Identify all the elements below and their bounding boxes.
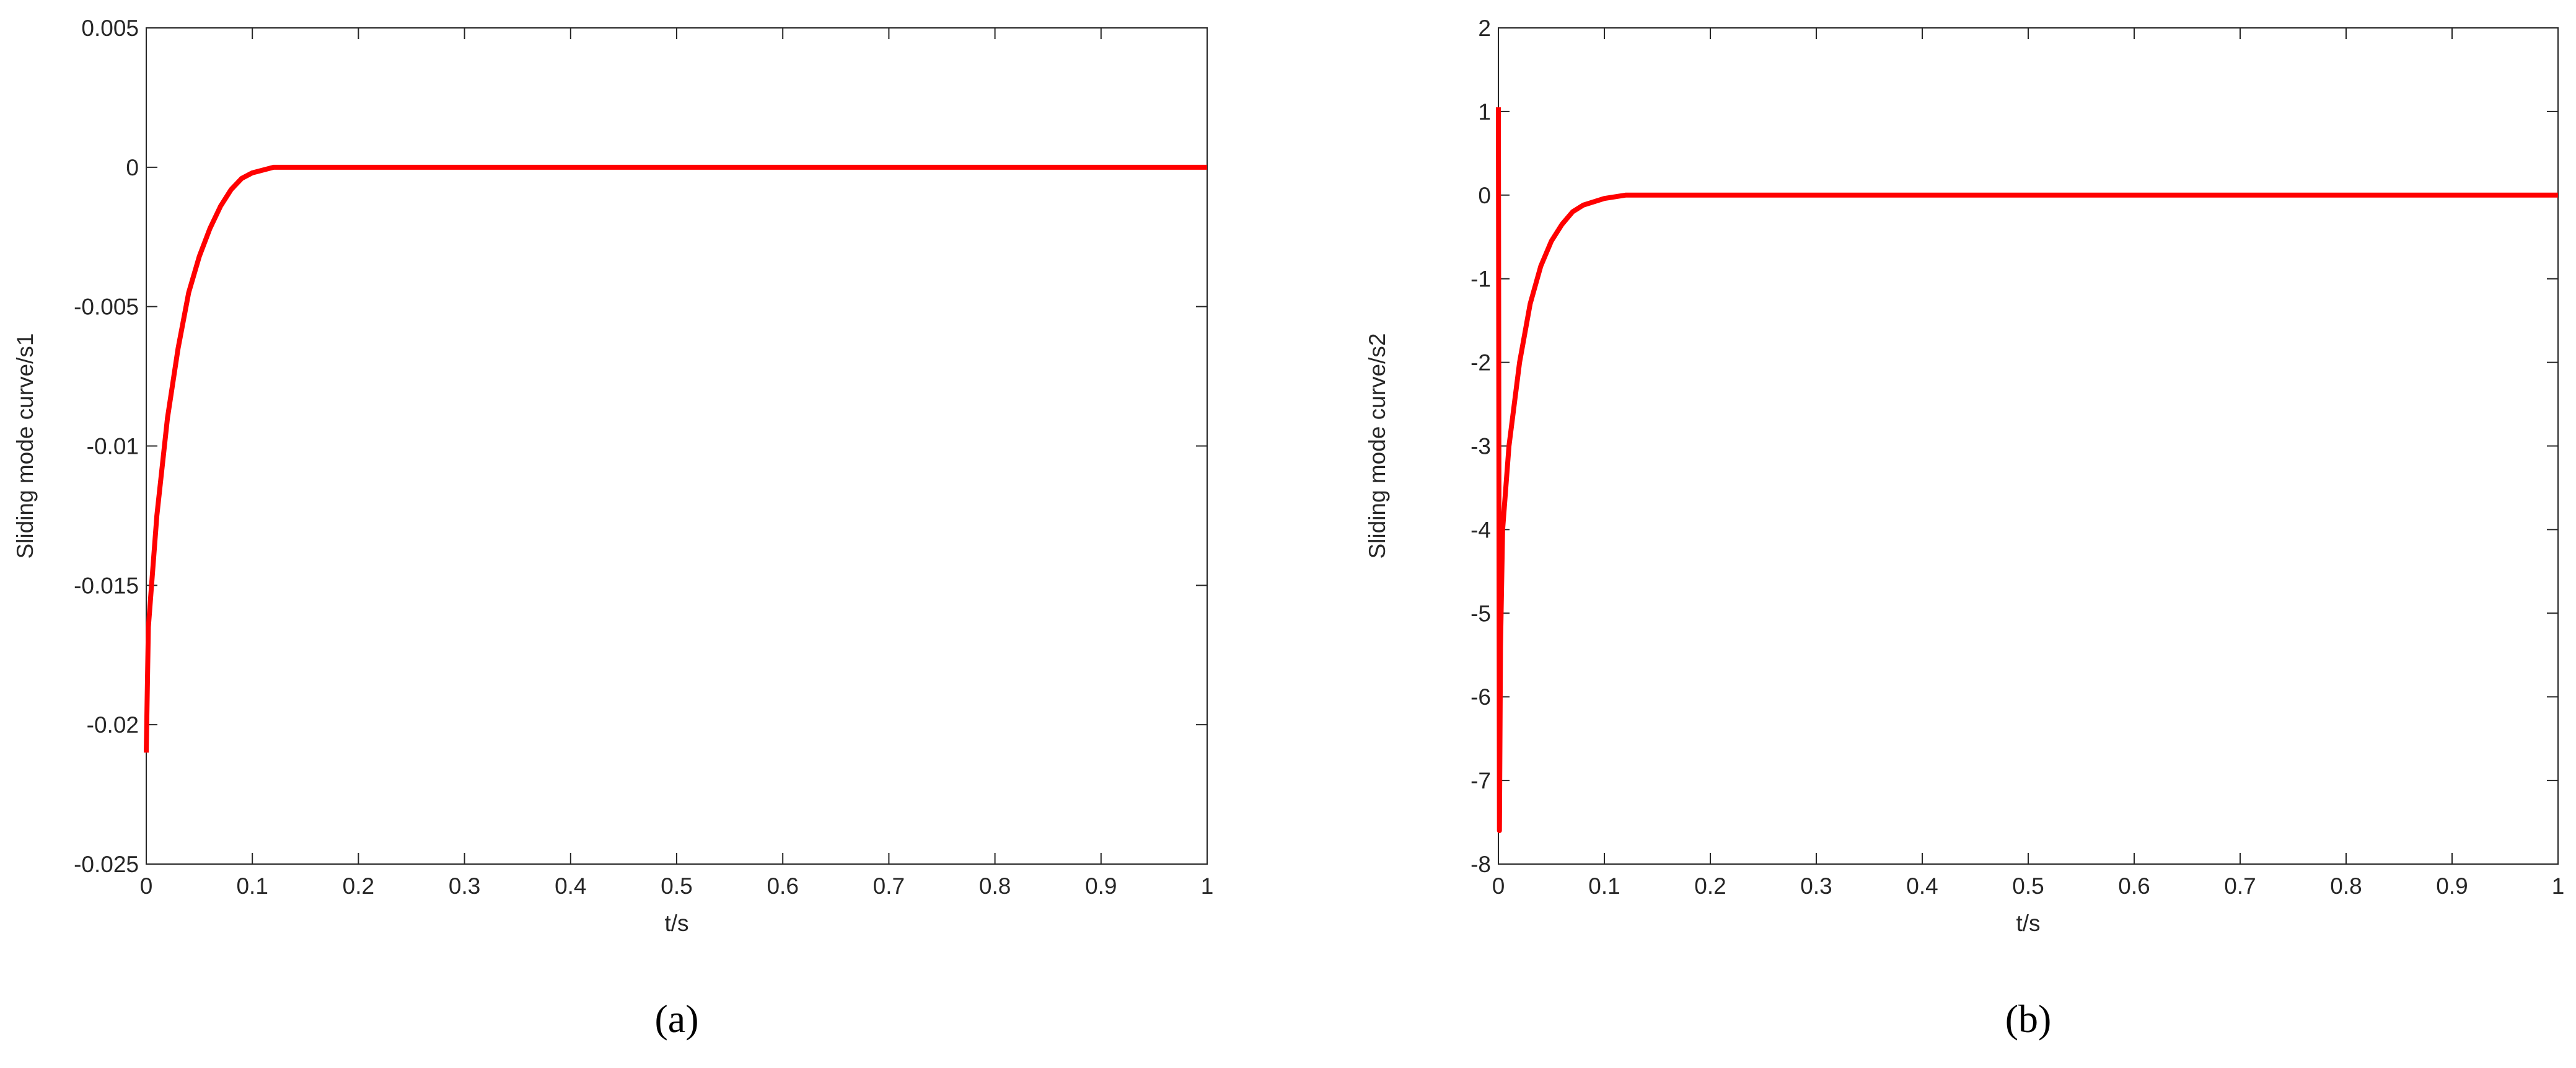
x-axis-label: t/s: [2016, 911, 2040, 936]
line-series: [1496, 107, 2558, 834]
x-tick-label: 0.2: [343, 873, 374, 899]
y-tick-label: -1: [1470, 267, 1491, 292]
x-axis-label: t/s: [664, 911, 688, 936]
y-tick-label: 2: [1478, 15, 1491, 41]
x-tick-label: 0.5: [661, 873, 692, 899]
y-tick-label: -2: [1470, 350, 1491, 376]
y-tick-label: 1: [1478, 99, 1491, 125]
y-tick-label: -7: [1470, 768, 1491, 793]
y-tick-label: -5: [1470, 601, 1491, 626]
y-tick-label: 0: [1478, 183, 1491, 208]
x-tick-label: 0.5: [2012, 873, 2044, 899]
x-tick-label: 0.7: [2224, 873, 2256, 899]
x-tick-label: 0.4: [555, 873, 586, 899]
y-axis-label: Sliding mode curve/s1: [12, 333, 38, 558]
plot-area: [1498, 27, 2559, 865]
y-tick-label: 0.005: [81, 15, 139, 41]
y-tick-label: -8: [1470, 852, 1491, 877]
x-tick-label: 0.8: [2330, 873, 2362, 899]
y-tick-label: -0.005: [74, 294, 139, 320]
y-tick-label: -0.025: [74, 852, 139, 877]
plot-area: [146, 27, 1208, 865]
caption: (a): [654, 997, 698, 1041]
x-tick-label: 0: [140, 873, 153, 899]
x-tick-label: 0.8: [979, 873, 1011, 899]
y-tick-label: -6: [1470, 684, 1491, 710]
x-tick-label: 0.4: [1906, 873, 1938, 899]
y-tick-label: 0: [126, 155, 139, 180]
x-tick-label: 1: [1201, 873, 1214, 899]
x-tick-label: 0.3: [1800, 873, 1832, 899]
y-tick-label: -0.01: [87, 434, 139, 459]
y-axis-label: Sliding mode curve/s2: [1365, 333, 1390, 558]
y-tick-label: -3: [1470, 434, 1491, 459]
x-tick-label: 0.2: [1694, 873, 1726, 899]
x-tick-label: 0.9: [2436, 873, 2468, 899]
caption: (b): [2005, 997, 2052, 1041]
x-tick-label: 0.1: [236, 873, 268, 899]
x-tick-label: 0.7: [873, 873, 905, 899]
x-tick-label: 0.3: [449, 873, 480, 899]
x-tick-label: 0.9: [1085, 873, 1117, 899]
x-tick-label: 0.6: [767, 873, 798, 899]
y-tick-label: -0.02: [87, 712, 139, 738]
x-tick-label: 1: [2552, 873, 2565, 899]
x-tick-label: 0.6: [2118, 873, 2150, 899]
y-tick-label: -4: [1470, 517, 1491, 542]
x-tick-label: 0: [1492, 873, 1505, 899]
y-tick-label: -0.015: [74, 573, 139, 598]
line-series: [144, 164, 1207, 753]
x-tick-label: 0.1: [1588, 873, 1620, 899]
